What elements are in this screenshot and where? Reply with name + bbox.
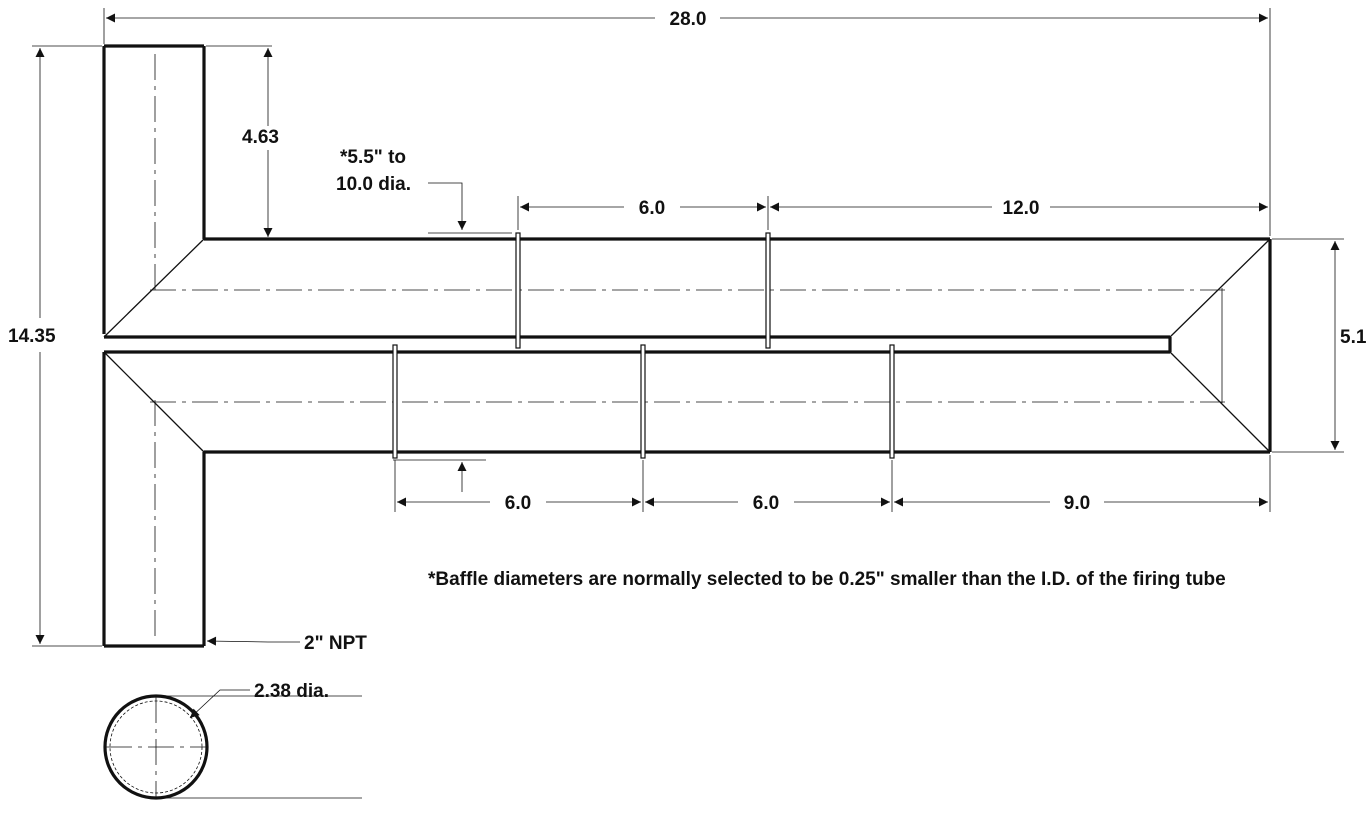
dim-overall-height: 14.35 (8, 45, 102, 647)
label-upper-baffle-spacing: 6.0 (639, 198, 665, 219)
label-tube-diameter-line1: *5.5" to (340, 147, 406, 168)
end-view: 2.38 dia. (103, 681, 362, 800)
label-lower-to-end: 9.0 (1064, 493, 1090, 514)
dim-lower-baffles: 6.0 6.0 9.0 (394, 455, 1271, 514)
dim-overall-length: 28.0 (103, 8, 1271, 236)
baffle-note: *Baffle diameters are normally selected … (428, 569, 1226, 590)
lower-baffles (392, 344, 895, 459)
dim-riser-top: 4.63 (206, 45, 279, 237)
label-lower-spacing-1: 6.0 (505, 493, 531, 514)
label-riser-top: 4.63 (242, 127, 279, 148)
label-tube-diameter-line2: 10.0 dia. (336, 174, 411, 195)
label-inlet-diameter: 2.38 dia. (254, 681, 329, 702)
dim-inlet: 2" NPT (206, 633, 367, 654)
label-lower-spacing-2: 6.0 (753, 493, 779, 514)
upper-baffles (515, 232, 771, 349)
label-overall-height: 14.35 (8, 326, 56, 347)
label-inlet: 2" NPT (304, 633, 367, 654)
label-upper-baffle-to-end: 12.0 (1003, 198, 1040, 219)
dim-upper-baffles: 6.0 12.0 (517, 196, 1268, 230)
dim-tube-diameter: *5.5" to 10.0 dia. (336, 147, 512, 492)
label-overall-length: 28.0 (670, 9, 707, 30)
dim-tube-span: 5.1 (1272, 238, 1367, 453)
center-lines (150, 54, 1225, 640)
label-tube-span: 5.1 (1340, 327, 1367, 348)
